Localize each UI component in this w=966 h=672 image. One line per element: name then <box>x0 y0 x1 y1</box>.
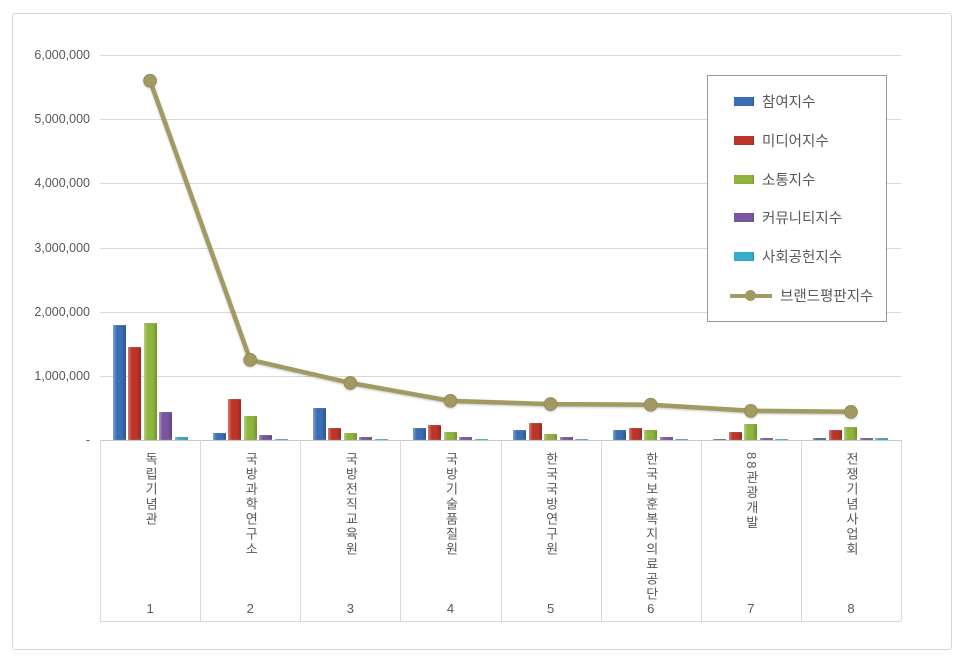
bar-series2-cat7 <box>728 432 742 440</box>
category-label-4: 국방기술품질원 <box>443 452 459 557</box>
category-separator <box>500 440 502 621</box>
bar-series5-cat5 <box>575 439 589 440</box>
bar-series4-cat8 <box>859 438 873 440</box>
gridline <box>100 375 901 377</box>
bar-series3-cat6 <box>644 429 658 440</box>
category-label-1: 독립기념관 <box>143 452 159 527</box>
bar-series3-cat8 <box>844 426 858 440</box>
bar-series4-cat2 <box>259 434 273 440</box>
y-axis-tick-label: 1,000,000 <box>34 368 90 383</box>
category-label-7: 88관광개발 <box>743 452 759 531</box>
bar-series1-cat1 <box>112 324 126 440</box>
legend-item-6: 브랜드평판지수 <box>730 285 882 306</box>
legend-bar-swatch <box>734 135 754 145</box>
category-number-4: 4 <box>446 601 455 616</box>
y-axis-tick-label: 2,000,000 <box>34 304 90 319</box>
bar-series1-cat5 <box>513 430 527 440</box>
bar-series5-cat2 <box>274 438 288 440</box>
category-separator <box>300 440 302 621</box>
legend-label-4: 커뮤니티지수 <box>762 211 843 228</box>
category-number-2: 2 <box>246 601 254 616</box>
legend-item-5: 사회공헌지수 <box>734 246 882 267</box>
category-label-8: 전쟁기념사업회 <box>843 452 859 557</box>
category-number-3: 3 <box>346 601 354 616</box>
legend-bar-swatch <box>734 252 754 262</box>
bar-series1-cat6 <box>613 429 627 440</box>
category-label-6: 한국보훈복지의료공단 <box>643 452 659 602</box>
bar-series3-cat1 <box>143 323 157 440</box>
category-number-8: 8 <box>847 601 855 616</box>
category-separator <box>700 440 702 621</box>
legend-item-3: 소통지수 <box>734 169 882 190</box>
legend-label-3: 소통지수 <box>762 172 816 189</box>
legend-item-2: 미디어지수 <box>734 130 882 151</box>
legend-bar-swatch <box>734 174 754 184</box>
category-label-3: 국방전직교육원 <box>343 452 359 557</box>
bar-series1-cat2 <box>212 432 226 440</box>
category-separator <box>600 440 602 621</box>
legend-label-5: 사회공헌지수 <box>762 250 843 267</box>
legend-label-6: 브랜드평판지수 <box>780 289 874 306</box>
bar-series1-cat8 <box>813 438 827 440</box>
bar-series3-cat4 <box>443 432 457 440</box>
bar-series1-cat7 <box>713 438 727 440</box>
category-separator <box>400 440 402 621</box>
bar-series4-cat1 <box>159 412 173 440</box>
bar-series3-cat3 <box>343 432 357 440</box>
bar-series2-cat3 <box>328 427 342 440</box>
legend-label-2: 미디어지수 <box>762 133 829 150</box>
gridline <box>100 55 901 56</box>
bar-series2-cat4 <box>428 425 442 440</box>
category-separator <box>800 440 802 621</box>
bar-series4-cat4 <box>459 437 473 440</box>
legend-label-1: 참여지수 <box>762 94 816 111</box>
category-label-5: 한국국방연구원 <box>543 452 559 557</box>
category-label-2: 국방과학연구소 <box>243 452 259 557</box>
bar-series2-cat8 <box>828 429 842 440</box>
bar-series5-cat1 <box>174 436 188 440</box>
category-number-1: 1 <box>146 601 154 616</box>
bar-series2-cat2 <box>228 398 242 440</box>
category-separator <box>100 440 101 621</box>
y-axis-tick-label: 5,000,000 <box>34 112 90 127</box>
category-bottom-border <box>100 621 901 622</box>
category-separator <box>901 440 902 621</box>
legend-bar-swatch <box>734 213 754 223</box>
bar-series5-cat6 <box>675 438 689 440</box>
bar-series2-cat6 <box>628 428 642 440</box>
bar-series5-cat3 <box>374 439 388 440</box>
bar-series5-cat7 <box>775 439 789 440</box>
category-number-5: 5 <box>546 601 555 616</box>
legend-line-swatch <box>730 289 772 302</box>
bar-series3-cat7 <box>744 423 758 440</box>
legend-bar-swatch <box>734 96 754 106</box>
bar-series1-cat4 <box>412 427 426 440</box>
bar-series5-cat4 <box>474 439 488 440</box>
legend-item-1: 참여지수 <box>734 91 882 112</box>
bar-series5-cat8 <box>875 438 889 440</box>
bar-series3-cat2 <box>243 415 257 440</box>
bar-series1-cat3 <box>312 407 326 440</box>
category-number-7: 7 <box>747 601 755 616</box>
bar-series4-cat3 <box>359 437 373 440</box>
y-axis-tick-label: - <box>85 433 90 447</box>
bar-series4-cat7 <box>759 437 773 440</box>
bar-series2-cat5 <box>528 423 542 440</box>
bar-series2-cat1 <box>128 346 142 440</box>
y-axis-tick-label: 6,000,000 <box>34 48 90 62</box>
bar-series3-cat5 <box>544 434 558 440</box>
legend-item-4: 커뮤니티지수 <box>734 207 882 228</box>
y-axis-tick-label: 4,000,000 <box>34 176 90 191</box>
bar-series4-cat6 <box>659 437 673 440</box>
y-axis-tick-label: 3,000,000 <box>34 240 90 255</box>
legend-line-marker <box>745 290 756 302</box>
category-number-6: 6 <box>647 601 655 616</box>
category-separator <box>200 440 202 621</box>
bar-series4-cat5 <box>559 437 573 440</box>
